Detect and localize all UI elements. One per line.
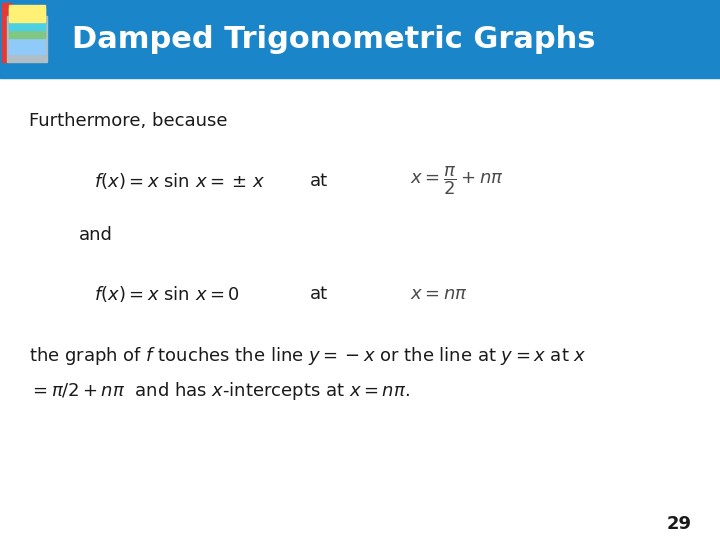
Text: $x = \dfrac{\pi}{2} + n\pi$: $x = \dfrac{\pi}{2} + n\pi$ <box>410 165 504 197</box>
Bar <box>9 5 45 22</box>
Bar <box>0 0 720 78</box>
Text: and: and <box>79 226 113 244</box>
Text: $f(x) = x$ sin $x = 0$: $f(x) = x$ sin $x = 0$ <box>94 284 240 305</box>
Text: $x = n\pi$: $x = n\pi$ <box>410 285 468 303</box>
Text: at: at <box>310 285 328 303</box>
Bar <box>9 16 45 54</box>
Text: Furthermore, because: Furthermore, because <box>29 112 228 131</box>
Text: $f(x) = x$ sin $x = \pm\, x$: $f(x) = x$ sin $x = \pm\, x$ <box>94 171 265 191</box>
Text: the graph of $f$ touches the line $y = -x$ or the line at $y = x$ at $x$: the graph of $f$ touches the line $y = -… <box>29 346 586 367</box>
Text: 29: 29 <box>666 515 691 533</box>
Bar <box>2 3 11 62</box>
Bar <box>9 8 45 38</box>
Bar <box>9 8 45 30</box>
Text: $= \pi/2 + n\pi$  and has $x$-intercepts at $x = n\pi.$: $= \pi/2 + n\pi$ and has $x$-intercepts … <box>29 381 410 402</box>
Bar <box>7 16 47 62</box>
Text: Damped Trigonometric Graphs: Damped Trigonometric Graphs <box>72 25 595 53</box>
Text: at: at <box>310 172 328 190</box>
